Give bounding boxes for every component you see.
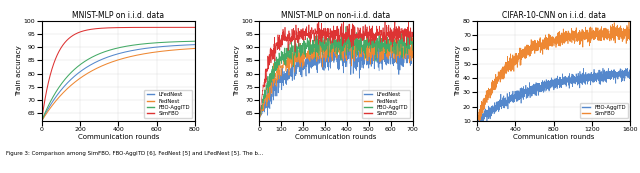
Y-axis label: Train accuracy: Train accuracy (456, 45, 461, 96)
Y-axis label: Train accuracy: Train accuracy (17, 45, 22, 96)
Y-axis label: Train accuracy: Train accuracy (234, 45, 240, 96)
Title: MNIST-MLP on i.i.d. data: MNIST-MLP on i.i.d. data (72, 11, 164, 20)
Text: Figure 3: Comparison among SimFBO, FBO-AggITD [6], FedNest [5] and LFedNest [5].: Figure 3: Comparison among SimFBO, FBO-A… (6, 151, 264, 156)
X-axis label: Communication rounds: Communication rounds (295, 134, 377, 140)
Title: CIFAR-10-CNN on i.i.d. data: CIFAR-10-CNN on i.i.d. data (502, 11, 605, 20)
Legend: LFedNest, FedNest, FBO-AggITD, SimFBO: LFedNest, FedNest, FBO-AggITD, SimFBO (362, 90, 410, 119)
Legend: LFedNest, FedNest, FBO-AggITD, SimFBO: LFedNest, FedNest, FBO-AggITD, SimFBO (145, 90, 192, 119)
Title: MNIST-MLP on non-i.i.d. data: MNIST-MLP on non-i.i.d. data (282, 11, 390, 20)
Legend: FBO-AggITD, SimFBO: FBO-AggITD, SimFBO (580, 103, 628, 119)
X-axis label: Communication rounds: Communication rounds (513, 134, 595, 140)
X-axis label: Communication rounds: Communication rounds (77, 134, 159, 140)
